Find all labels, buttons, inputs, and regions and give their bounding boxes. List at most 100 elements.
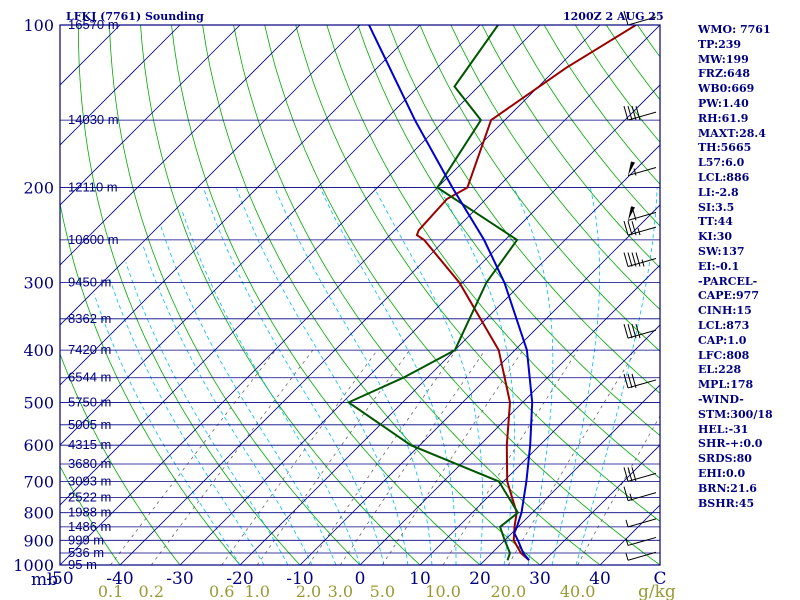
wind-barb-staff: [627, 472, 657, 482]
wind-barb-feather: [635, 323, 641, 339]
profile-lines: [346, 25, 637, 562]
wind-barb: [623, 467, 657, 482]
index-item: KI:30: [698, 230, 733, 244]
pressure-tick-label: 700: [23, 472, 54, 491]
isotherm: [60, 25, 541, 506]
height-label: 5750 m: [68, 394, 111, 409]
plot-frame: [59, 24, 661, 566]
index-item: WB0:669: [698, 82, 755, 96]
wind-barb-feather: [627, 252, 633, 267]
wind-barb-half-feather: [625, 538, 629, 546]
index-item: LI:-2.8: [698, 185, 739, 199]
mixing-ratio-axis: 0.1 0.2 0.6 1.0 2.0 3.0 5.0 10.0 20.0 40.0: [98, 582, 596, 600]
wind-barb-staff: [627, 492, 657, 502]
mixing-ratio-tick-label: 5.0: [370, 582, 395, 600]
wind-barb: [625, 551, 657, 561]
pressure-tick-label: 1000: [13, 556, 54, 575]
temperature-line: [415, 25, 637, 562]
wind-barb-staff: [627, 329, 657, 339]
wind-barb-half-feather: [625, 519, 629, 528]
height-label: 14030 m: [68, 112, 119, 127]
pressure-axis: 100 200 300 400 500 600 700 800 900 1000: [13, 16, 54, 575]
temperature-tick-label: 0: [355, 569, 366, 589]
isotherm: [419, 324, 660, 565]
index-item: TP:239: [698, 37, 742, 51]
index-item: MAXT:28.4: [698, 126, 766, 140]
pressure-tick-label: 500: [23, 393, 54, 412]
height-label: 16570 m: [68, 17, 119, 32]
wind-barb-feather: [623, 467, 629, 482]
index-item: LFC:808: [698, 348, 750, 362]
observation-time: 1200Z 2 AUG 25: [563, 10, 664, 23]
dry-adiabat: [233, 25, 601, 565]
temperature-tick-label: 40: [589, 569, 611, 589]
index-item: MW:199: [698, 52, 749, 66]
moist-adiabat: [575, 187, 658, 565]
sounding-indices: WMO: 7761 TP:239 MW:199 FRZ:648 WB0:669 PW:1.…: [698, 23, 800, 511]
wind-barb: [627, 206, 657, 221]
isotherm: [60, 25, 601, 565]
dry-adiabat: [171, 25, 481, 565]
temperature-axis: -50 -40 -30 -20 -10 0 10 20 30 40 C: [46, 569, 666, 589]
wind-barb: [623, 221, 657, 236]
index-item: PW:1.40: [698, 96, 749, 110]
temperature-tick-label: 10: [409, 569, 431, 589]
wind-barb-feather: [631, 105, 637, 121]
height-label: 536 m: [68, 545, 104, 560]
dry-adiabat: [264, 25, 660, 565]
wind-barb: [623, 105, 657, 121]
wind-barb-staff: [627, 551, 657, 561]
wind-barb-half-feather: [641, 259, 645, 267]
pressure-tick-label: 300: [23, 274, 54, 293]
isotherm: [359, 264, 660, 565]
index-item: BRN:21.6: [698, 481, 757, 495]
temperature-tick-label: -20: [226, 569, 253, 589]
temperature-tick-label: -10: [286, 569, 313, 589]
wind-barb-feather: [623, 373, 629, 389]
mixing-ratio-line: [221, 349, 378, 565]
height-label: 1486 m: [68, 519, 111, 534]
height-label: 1988 m: [68, 505, 111, 520]
mixing-ratio-line: [340, 349, 486, 565]
index-item: TT:44: [698, 215, 733, 229]
mixing-ratio-line: [308, 349, 457, 565]
wind-barb: [627, 161, 657, 177]
moist-adiabat: [181, 209, 361, 565]
mixing-ratio-unit: g/kg: [638, 582, 676, 600]
index-item: SRDS:80: [698, 452, 752, 466]
wind-barb-feather: [631, 373, 637, 389]
index-item: LCL:886: [698, 170, 750, 184]
index-item: CAPE:977: [698, 289, 759, 303]
wind-barb-feather: [631, 221, 637, 236]
index-item: SW:137: [698, 244, 745, 258]
index-item: BSHR:45: [698, 496, 755, 510]
height-label: 7420 m: [68, 342, 111, 357]
wind-barb: [623, 323, 657, 339]
isotherm: [60, 25, 481, 446]
wind-barb-feather: [623, 221, 629, 236]
wind-barb-feather: [627, 221, 633, 236]
mixing-ratio-tick-label: 2.0: [296, 582, 321, 600]
index-item: CAP:1.0: [698, 333, 747, 347]
wind-barb-feather: [631, 467, 637, 482]
moist-adiabat-grid: [93, 187, 658, 565]
wind-barb-feather: [627, 323, 633, 339]
height-label: 2522 m: [68, 490, 111, 505]
wind-barb-feather: [631, 252, 637, 267]
index-item: CINH:15: [698, 304, 752, 318]
wind-barb-feather: [623, 486, 629, 501]
isotherm: [60, 25, 241, 206]
isotherm: [60, 25, 421, 386]
chart-title: LFKJ (7761) Sounding: [66, 10, 204, 23]
temperature-tick-label: -40: [106, 569, 133, 589]
mixing-ratio-tick-label: 10.0: [425, 582, 461, 600]
isotherm: [60, 25, 301, 266]
isotherm: [179, 84, 660, 565]
pressure-tick-label: 600: [23, 436, 54, 455]
pressure-tick-label: 200: [23, 179, 54, 198]
mixing-ratio-tick-label: 40.0: [560, 582, 596, 600]
wind-barb-feather: [623, 10, 629, 26]
pressure-tick-label: 900: [23, 531, 54, 550]
index-item: HEL:-31: [698, 422, 749, 436]
